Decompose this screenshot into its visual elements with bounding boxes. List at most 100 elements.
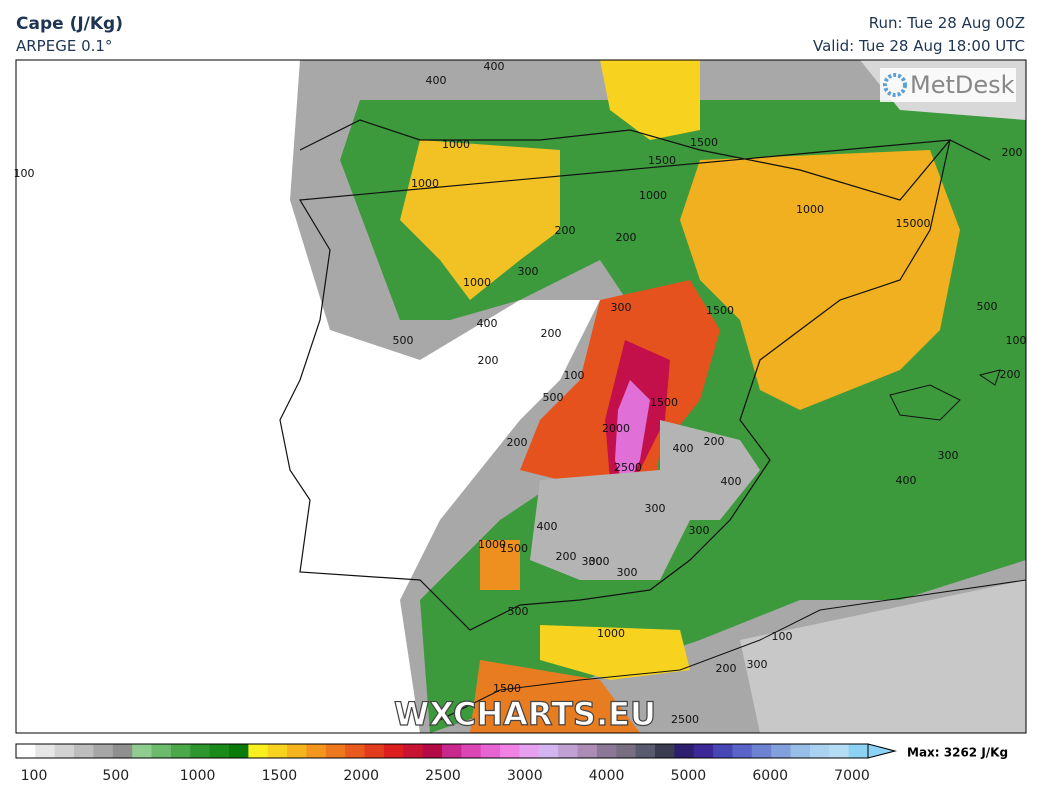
colorbar-arrow — [867, 743, 897, 759]
contour-label: 2500 — [614, 461, 642, 474]
contour-label: 1000 — [411, 177, 439, 190]
colorbar-swatch — [74, 744, 94, 758]
contour-label: 15000 — [896, 217, 931, 230]
colorbar-swatch — [364, 744, 385, 758]
colorbar-swatch — [848, 744, 869, 758]
colorbar-swatch — [267, 744, 288, 758]
contour-label: 100 — [1006, 334, 1027, 347]
colorbar-swatch — [16, 744, 36, 758]
colorbar-swatch — [190, 744, 211, 758]
contour-label: 400 — [721, 475, 742, 488]
colorbar-tick-label: 6000 — [752, 768, 788, 784]
contour-label: 400 — [477, 317, 498, 330]
contour-label: 500 — [508, 605, 529, 618]
contour-label: 200 — [616, 231, 637, 244]
contour-label: 100 — [564, 369, 585, 382]
contour-label: 200 — [556, 550, 577, 563]
colorbar-swatch — [635, 744, 656, 758]
colorbar-swatch — [655, 744, 675, 758]
contour-label: 1000 — [639, 189, 667, 202]
colorbar-swatch — [771, 744, 792, 758]
colorbar-tick-label: 100 — [21, 768, 48, 784]
contour-label: 400 — [426, 74, 447, 87]
contour-label: 1500 — [650, 396, 678, 409]
colorbar-tick-label: 1000 — [180, 768, 216, 784]
colorbar-swatch — [345, 744, 366, 758]
contour-label: 500 — [543, 391, 564, 404]
colorbar-swatch — [790, 744, 811, 758]
colorbar-swatch — [461, 744, 482, 758]
colorbar-swatch — [480, 744, 501, 758]
colorbar-swatch — [170, 744, 191, 758]
contour-label: 300 — [938, 449, 959, 462]
colorbar-swatch — [442, 744, 462, 758]
colorbar-swatch — [287, 744, 307, 758]
contour-label: 200 — [507, 436, 528, 449]
brand: MetDesk — [910, 71, 1015, 99]
contour-label: 2000 — [602, 422, 630, 435]
contour-label: 1500 — [493, 682, 521, 695]
colorbar-swatch — [538, 744, 559, 758]
colorbar-swatch — [693, 744, 714, 758]
colorbar-swatch — [713, 744, 733, 758]
colorbar-swatch — [229, 744, 249, 758]
contour-label: 300 — [689, 524, 710, 537]
title: Cape (J/Kg) — [16, 14, 123, 34]
colorbar-tick-label: 7000 — [834, 768, 870, 784]
contour-labels: 4004001000100015001500100010001500020020… — [14, 60, 1027, 726]
colorbar-swatch — [732, 744, 753, 758]
colorbar-swatch — [209, 744, 230, 758]
contour-label: 200 — [716, 662, 737, 675]
colorbar: 100 500 1000 1500 2000 2500 3000 4000 5000 6000 70… — [15, 743, 897, 784]
colorbar-tick-label: 4000 — [589, 768, 625, 784]
colorbar-swatch — [519, 744, 540, 758]
contour-label: 200 — [555, 224, 576, 237]
valid: Valid: Tue 28 Aug 18:00 UTC — [813, 37, 1025, 55]
colorbar-tick-label: 1500 — [262, 768, 298, 784]
colorbar-swatch — [112, 744, 133, 758]
contour-label: 1000 — [463, 276, 491, 289]
colorbar-swatch — [151, 744, 172, 758]
contour-label: 300 — [518, 265, 539, 278]
colorbar-tick-label: 2500 — [425, 768, 461, 784]
watermark: WXCHARTS.EU — [394, 695, 656, 733]
contour-label: 100 — [772, 630, 793, 643]
contour-label: 300 — [582, 555, 603, 568]
colorbar-swatch — [596, 744, 617, 758]
colorbar-swatch — [809, 744, 830, 758]
colorbar-swatch — [383, 744, 404, 758]
colorbar-frame — [15, 743, 869, 759]
contour-label: 100 — [14, 167, 35, 180]
colorbar-swatch — [422, 744, 443, 758]
colorbar-swatch — [35, 744, 56, 758]
contour-label: 1500 — [500, 542, 528, 555]
contour-label: 200 — [478, 354, 499, 367]
contour-label: 300 — [645, 502, 666, 515]
colorbar-max: Max: 3262 J/Kg — [907, 746, 1008, 760]
model: ARPEGE 0.1° — [16, 37, 113, 55]
colorbar-swatch — [325, 744, 346, 758]
colorbar-swatch — [558, 744, 579, 758]
contour-label: 1500 — [648, 154, 676, 167]
contour-label: 500 — [977, 300, 998, 313]
contour-label: 400 — [673, 442, 694, 455]
contour-label: 300 — [617, 566, 638, 579]
contour-label: 1000 — [796, 203, 824, 216]
contour-label: 1000 — [478, 538, 506, 551]
colorbar-swatch — [500, 744, 520, 758]
contour-label: 400 — [484, 60, 505, 73]
contour-label: 1000 — [442, 138, 470, 151]
colorbar-swatch — [829, 744, 850, 758]
contour-label: 300 — [747, 658, 768, 671]
contour-label: 200 — [1000, 368, 1021, 381]
contour-label: 200 — [704, 435, 725, 448]
colorbar-swatch — [93, 744, 114, 758]
run: Run: Tue 28 Aug 00Z — [868, 14, 1025, 32]
contour-label: 300 — [611, 301, 632, 314]
colorbar-swatch — [751, 744, 772, 758]
colorbar-swatch — [248, 744, 269, 758]
colorbar-swatch — [577, 744, 598, 758]
contour-label: 400 — [537, 520, 558, 533]
